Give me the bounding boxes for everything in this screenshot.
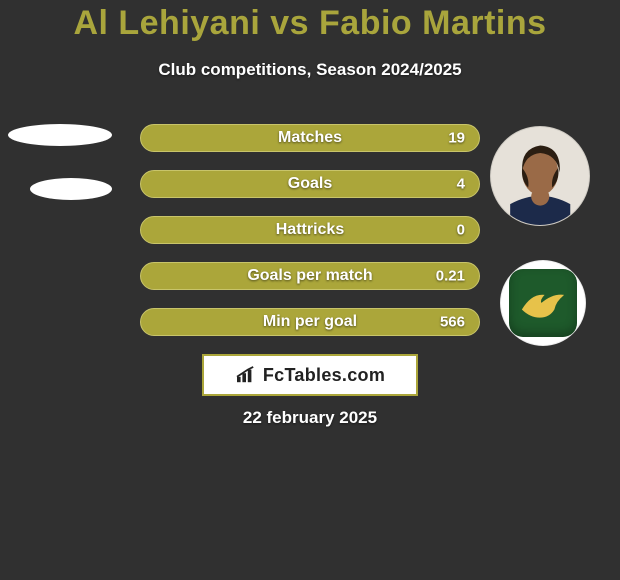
stat-right-value: 566 [440, 314, 465, 331]
brand-text: FcTables.com [263, 365, 385, 386]
stat-right-value: 4 [457, 176, 465, 193]
stat-row-matches: Matches 19 [140, 124, 480, 152]
stat-row-hattricks: Hattricks 0 [140, 216, 480, 244]
stat-row-goals: Goals 4 [140, 170, 480, 198]
stat-right-value: 0.21 [436, 268, 465, 285]
stat-label: Min per goal [141, 313, 479, 331]
card-subtitle: Club competitions, Season 2024/2025 [0, 60, 620, 80]
stat-right-value: 19 [448, 130, 465, 147]
stat-label: Hattricks [141, 221, 479, 239]
right-club-crest [500, 260, 586, 346]
stats-card: Al Lehiyani vs Fabio Martins Club compet… [0, 0, 620, 580]
left-player-photo-placeholder [8, 124, 112, 146]
brand-badge: FcTables.com [202, 354, 418, 396]
stat-right-value: 0 [457, 222, 465, 239]
stat-label: Goals [141, 175, 479, 193]
card-date: 22 february 2025 [0, 408, 620, 428]
card-title: Al Lehiyani vs Fabio Martins [0, 4, 620, 43]
stat-label: Matches [141, 129, 479, 147]
left-club-crest-placeholder [30, 178, 112, 200]
crest-badge [509, 269, 577, 337]
right-player-photo [490, 126, 590, 226]
eagle-icon [517, 277, 569, 329]
bar-chart-icon [235, 366, 257, 384]
stat-label: Goals per match [141, 267, 479, 285]
stat-row-goals-per-match: Goals per match 0.21 [140, 262, 480, 290]
stat-row-min-per-goal: Min per goal 566 [140, 308, 480, 336]
player-silhouette-icon [502, 135, 578, 225]
